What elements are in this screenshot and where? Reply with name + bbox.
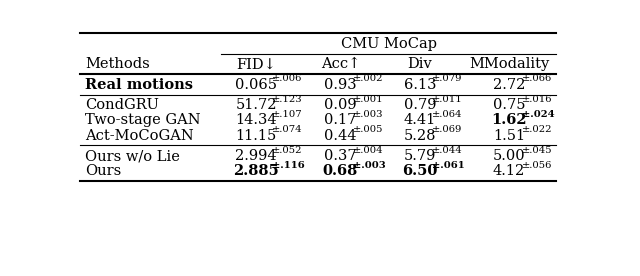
Text: 0.68: 0.68 <box>323 164 358 178</box>
Text: 5.28: 5.28 <box>403 129 436 143</box>
Text: 5.79: 5.79 <box>404 149 436 163</box>
Text: 2.994: 2.994 <box>236 149 277 163</box>
Text: Div: Div <box>408 57 432 71</box>
Text: 0.37: 0.37 <box>324 149 356 163</box>
Text: 6.13: 6.13 <box>403 78 436 92</box>
Text: 0.09: 0.09 <box>324 98 356 112</box>
Text: FID↓: FID↓ <box>236 57 276 71</box>
Text: 0.17: 0.17 <box>324 113 356 128</box>
Text: ±.066: ±.066 <box>522 74 552 83</box>
Text: Ours w/o Lie: Ours w/o Lie <box>85 149 180 163</box>
Text: 0.44: 0.44 <box>324 129 356 143</box>
Text: ±.003: ±.003 <box>353 161 386 170</box>
Text: ±.056: ±.056 <box>522 161 552 170</box>
Text: 5.00: 5.00 <box>493 149 525 163</box>
Text: Methods: Methods <box>85 57 150 71</box>
Text: ±.116: ±.116 <box>272 161 305 170</box>
Text: ±.024: ±.024 <box>522 110 554 119</box>
Text: ±.044: ±.044 <box>433 146 463 155</box>
Text: ±.123: ±.123 <box>272 95 302 104</box>
Text: ±.001: ±.001 <box>353 95 384 104</box>
Text: 6.50: 6.50 <box>402 164 438 178</box>
Text: 14.34: 14.34 <box>236 113 277 128</box>
Text: 51.72: 51.72 <box>236 98 277 112</box>
Text: MModality: MModality <box>469 57 549 71</box>
Text: 0.065: 0.065 <box>235 78 277 92</box>
Text: ±.002: ±.002 <box>353 74 383 83</box>
Text: CondGRU: CondGRU <box>85 98 159 112</box>
Text: Acc↑: Acc↑ <box>321 57 360 71</box>
Text: 0.75: 0.75 <box>493 98 525 112</box>
Text: 0.93: 0.93 <box>324 78 356 92</box>
Text: Real motions: Real motions <box>85 78 193 92</box>
Text: ±.006: ±.006 <box>272 74 302 83</box>
Text: ±.045: ±.045 <box>522 146 552 155</box>
Text: 1.62: 1.62 <box>492 113 527 128</box>
Text: ±.016: ±.016 <box>522 95 552 104</box>
Text: Two-stage GAN: Two-stage GAN <box>85 113 200 128</box>
Text: ±.005: ±.005 <box>353 125 383 134</box>
Text: ±.107: ±.107 <box>272 110 302 119</box>
Text: 0.79: 0.79 <box>403 98 436 112</box>
Text: ±.003: ±.003 <box>353 110 383 119</box>
Text: ±.079: ±.079 <box>433 74 463 83</box>
Text: 1.51: 1.51 <box>493 129 525 143</box>
Text: ±.052: ±.052 <box>272 146 302 155</box>
Text: ±.011: ±.011 <box>433 95 463 104</box>
Text: ±.004: ±.004 <box>353 146 384 155</box>
Text: ±.061: ±.061 <box>433 161 465 170</box>
Text: ±.064: ±.064 <box>433 110 463 119</box>
Text: ±.069: ±.069 <box>433 125 463 134</box>
Text: 2.885: 2.885 <box>233 164 279 178</box>
Text: 4.12: 4.12 <box>493 164 525 178</box>
Text: 11.15: 11.15 <box>236 129 276 143</box>
Text: ±.022: ±.022 <box>522 125 552 134</box>
Text: ±.074: ±.074 <box>272 125 302 134</box>
Text: Act-MoCoGAN: Act-MoCoGAN <box>85 129 194 143</box>
Text: CMU MoCap: CMU MoCap <box>340 37 436 51</box>
Text: 4.41: 4.41 <box>404 113 436 128</box>
Text: 2.72: 2.72 <box>493 78 525 92</box>
Text: Ours: Ours <box>85 164 121 178</box>
